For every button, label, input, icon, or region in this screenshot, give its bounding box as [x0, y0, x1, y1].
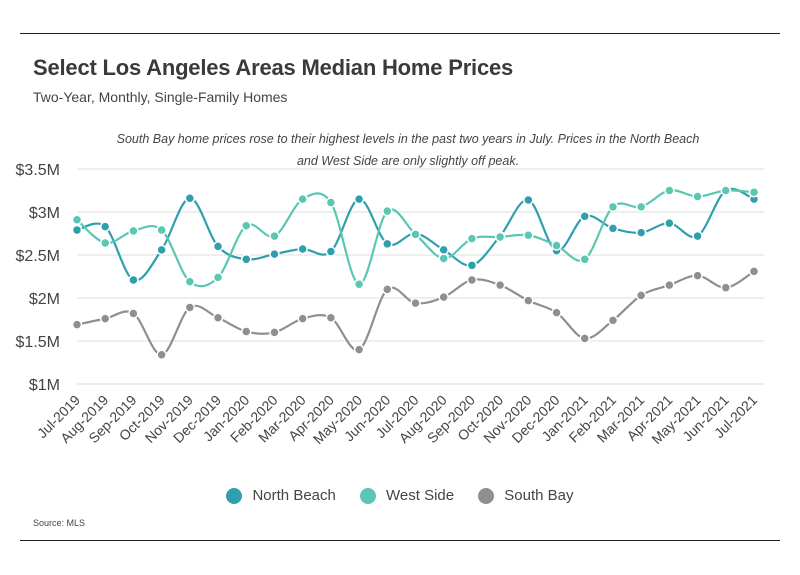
- data-point-north-beach: [297, 243, 308, 255]
- data-point-west-side: [128, 225, 139, 237]
- data-point-south-bay: [494, 279, 506, 291]
- legend-marker-north-beach: [226, 487, 243, 504]
- annotation-line-1: South Bay home prices rose to their high…: [116, 132, 700, 146]
- data-point-west-side: [466, 233, 478, 244]
- data-point-south-bay: [297, 313, 308, 324]
- y-tick-label: $2M: [29, 291, 60, 308]
- data-point-west-side: [297, 193, 308, 205]
- data-point-north-beach: [99, 221, 111, 232]
- data-point-north-beach: [438, 244, 449, 256]
- data-point-west-side: [99, 237, 111, 249]
- data-point-west-side: [184, 276, 196, 287]
- data-point-south-bay: [269, 327, 280, 338]
- data-point-west-side: [664, 185, 675, 196]
- data-point-north-beach: [466, 260, 478, 271]
- data-point-south-bay: [99, 313, 111, 324]
- data-point-west-side: [382, 205, 393, 217]
- data-point-south-bay: [664, 279, 675, 291]
- y-tick-label: $1M: [29, 377, 60, 394]
- data-point-north-beach: [664, 217, 675, 229]
- y-tick-label: $3.5M: [16, 162, 60, 179]
- data-point-north-beach: [523, 194, 534, 206]
- data-point-north-beach: [692, 230, 703, 242]
- data-point-north-beach: [382, 238, 393, 250]
- data-point-west-side: [692, 191, 703, 202]
- data-point-north-beach: [241, 254, 252, 265]
- data-point-south-bay: [212, 312, 224, 324]
- data-point-west-side: [635, 201, 647, 213]
- data-point-north-beach: [212, 241, 224, 252]
- data-point-west-side: [494, 231, 506, 243]
- y-tick-label: $3M: [29, 205, 60, 222]
- data-point-north-beach: [184, 192, 196, 204]
- annotation-line-2: and West Side are only slightly off peak…: [296, 154, 520, 168]
- data-point-west-side: [353, 278, 365, 290]
- data-point-south-bay: [579, 333, 590, 344]
- data-point-north-beach: [635, 227, 647, 238]
- data-point-south-bay: [184, 302, 196, 313]
- legend-item-west-side: West Side: [360, 487, 454, 504]
- legend-marker-south-bay: [478, 487, 495, 504]
- data-point-west-side: [212, 272, 224, 283]
- data-point-north-beach: [607, 223, 619, 234]
- data-point-north-beach: [579, 211, 590, 222]
- y-tick-label: $2.5M: [16, 248, 60, 265]
- chart-source: Source: MLS: [33, 518, 86, 528]
- legend-marker-west-side: [360, 487, 377, 504]
- data-point-north-beach: [325, 246, 337, 257]
- chart-legend: North Beach West Side South Bay: [0, 487, 800, 508]
- data-point-west-side: [410, 229, 421, 240]
- data-point-south-bay: [382, 284, 393, 295]
- data-point-south-bay: [71, 319, 83, 330]
- data-point-south-bay: [410, 297, 421, 309]
- data-point-north-beach: [353, 193, 365, 205]
- data-point-south-bay: [438, 291, 449, 303]
- data-point-south-bay: [748, 266, 760, 277]
- data-point-north-beach: [269, 248, 280, 260]
- series-line-south-bay: [76, 270, 755, 356]
- legend-item-north-beach: North Beach: [226, 487, 336, 504]
- data-point-west-side: [579, 254, 590, 265]
- chart-annotation: South Bay home prices rose to their high…: [108, 128, 708, 172]
- bottom-rule: [20, 540, 780, 541]
- data-point-west-side: [607, 201, 619, 213]
- data-point-west-side: [269, 230, 280, 242]
- data-point-west-side: [156, 224, 167, 236]
- legend-label-north-beach: North Beach: [252, 487, 336, 504]
- data-point-south-bay: [635, 290, 647, 301]
- data-point-west-side: [241, 220, 252, 232]
- data-point-south-bay: [692, 270, 703, 281]
- chart-subtitle: Two-Year, Monthly, Single-Family Homes: [33, 89, 288, 105]
- top-rule: [20, 33, 780, 34]
- data-point-north-beach: [128, 274, 139, 286]
- y-tick-label: $1.5M: [16, 334, 60, 351]
- data-point-south-bay: [720, 282, 732, 293]
- data-point-south-bay: [128, 308, 139, 319]
- data-point-west-side: [720, 185, 732, 196]
- data-point-west-side: [551, 240, 562, 251]
- legend-label-west-side: West Side: [386, 487, 455, 504]
- data-point-south-bay: [241, 326, 252, 337]
- data-point-west-side: [748, 186, 760, 198]
- data-point-south-bay: [466, 274, 478, 286]
- line-chart: $1M$1.5M$2M$2.5M$3M$3.5MJul-2019Aug-2019…: [16, 162, 764, 447]
- data-point-south-bay: [353, 344, 365, 355]
- data-point-south-bay: [156, 349, 167, 361]
- chart-title: Select Los Angeles Areas Median Home Pri…: [33, 55, 514, 80]
- data-point-south-bay: [523, 295, 534, 306]
- data-point-north-beach: [71, 224, 83, 236]
- data-point-west-side: [438, 253, 449, 264]
- data-point-north-beach: [156, 244, 167, 256]
- data-point-west-side: [325, 197, 337, 208]
- legend-item-south-bay: South Bay: [478, 487, 574, 504]
- data-point-south-bay: [607, 315, 619, 326]
- legend-label-south-bay: South Bay: [504, 487, 574, 504]
- data-point-south-bay: [325, 312, 337, 324]
- data-point-south-bay: [551, 307, 562, 318]
- data-point-west-side: [71, 214, 83, 225]
- data-point-west-side: [523, 229, 534, 241]
